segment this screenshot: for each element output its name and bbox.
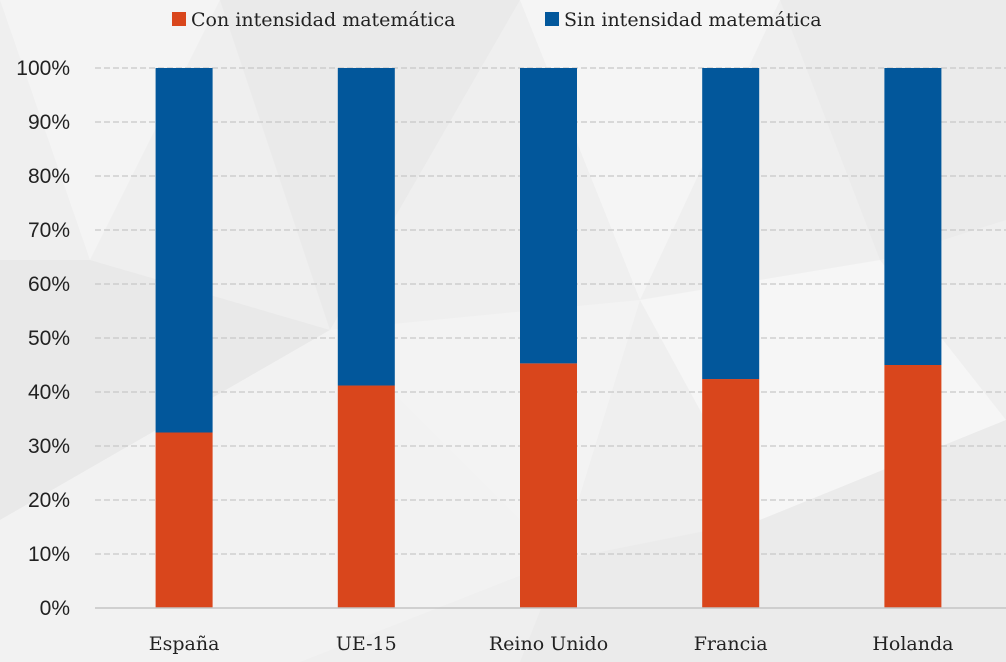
bar-sin-intensidad xyxy=(520,68,577,364)
x-tick-label: España xyxy=(149,633,220,655)
legend-swatch-sin xyxy=(545,12,559,26)
y-tick-label: 10% xyxy=(28,543,70,566)
bars xyxy=(155,68,942,608)
bar-con-intensidad xyxy=(520,363,577,608)
y-tick-label: 50% xyxy=(28,327,70,350)
y-tick-label: 100% xyxy=(16,57,70,80)
bar-sin-intensidad xyxy=(155,68,213,433)
bar-con-intensidad xyxy=(884,365,942,608)
y-tick-label: 30% xyxy=(28,435,70,458)
y-tick-label: 40% xyxy=(28,381,70,404)
bar-con-intensidad xyxy=(155,432,213,608)
x-axis: España UE-15 Reino Unido Francia Holanda xyxy=(95,607,1006,655)
y-tick-label: 60% xyxy=(28,273,70,296)
y-tick-label: 80% xyxy=(28,165,70,188)
legend-label-con: Con intensidad matemática xyxy=(191,9,455,31)
y-tick-label: 20% xyxy=(28,489,70,512)
bar-con-intensidad xyxy=(702,379,760,608)
x-tick-label: Reino Unido xyxy=(489,633,608,655)
x-tick-label: Holanda xyxy=(872,633,953,655)
y-tick-label: 70% xyxy=(28,219,70,242)
bar-sin-intensidad xyxy=(337,68,395,386)
x-tick-label: UE-15 xyxy=(336,633,397,655)
bar-con-intensidad xyxy=(337,385,395,608)
x-tick-label: Francia xyxy=(694,633,768,655)
bar-sin-intensidad xyxy=(884,68,942,365)
y-tick-label: 90% xyxy=(28,111,70,134)
legend-swatch-con xyxy=(172,12,186,26)
bar-sin-intensidad xyxy=(702,68,760,380)
legend-label-sin: Sin intensidad matemática xyxy=(564,9,822,31)
legend: Con intensidad matemática Sin intensidad… xyxy=(172,9,822,31)
y-tick-label: 0% xyxy=(40,597,70,620)
y-axis: 0% 10% 20% 30% 40% 50% 60% 70% 80% 90% 100% xyxy=(16,57,70,620)
